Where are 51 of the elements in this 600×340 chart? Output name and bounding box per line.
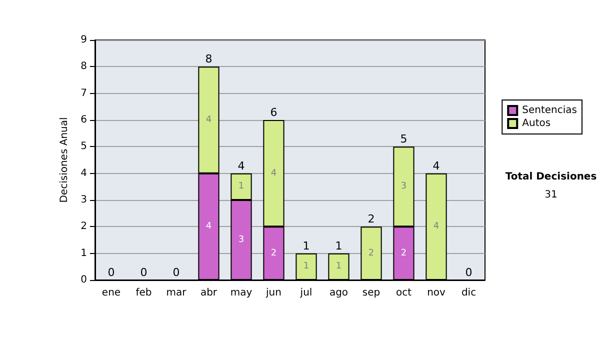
text: 31 xyxy=(544,190,558,200)
text: Total Decisiones xyxy=(505,172,597,182)
x-tick-label: may xyxy=(230,288,252,298)
total-label: 1 xyxy=(302,239,310,252)
data-label: 3 xyxy=(400,182,407,192)
y-tick-label: 5 xyxy=(80,141,87,152)
x-tick-label: sep xyxy=(362,288,380,298)
y-tick-label: 0 xyxy=(80,274,87,286)
data-label: 1 xyxy=(303,262,310,272)
y-tick-label: 4 xyxy=(80,168,87,179)
data-label: 1 xyxy=(238,182,244,192)
y-tick-label: 6 xyxy=(80,114,87,126)
x-tick-label: feb xyxy=(136,288,152,298)
total-label: 6 xyxy=(270,106,278,119)
data-label: 4 xyxy=(206,115,212,125)
x-tick-label: ene xyxy=(102,288,121,298)
total-label: 8 xyxy=(205,52,212,66)
x-tick-label: nov xyxy=(427,288,446,298)
x-tick-label: abr xyxy=(200,288,218,298)
legend-label: Autos xyxy=(522,118,551,129)
data-label: 4 xyxy=(433,222,440,232)
data-label: 4 xyxy=(270,168,277,178)
data-label: 3 xyxy=(238,235,244,245)
total-label: 1 xyxy=(335,239,342,252)
y-tick-label: 1 xyxy=(80,248,87,259)
total-label: 5 xyxy=(400,132,408,146)
y-tick-label: 9 xyxy=(80,34,87,46)
x-tick-label: mar xyxy=(166,288,188,298)
data-label: 4 xyxy=(206,222,212,232)
data-label: 2 xyxy=(368,248,374,258)
y-tick-label: 3 xyxy=(80,194,87,206)
x-tick-label: dic xyxy=(461,288,476,298)
y-tick-label: 8 xyxy=(80,61,87,72)
y-tick-label: 7 xyxy=(80,88,87,99)
total-label: 2 xyxy=(368,212,375,226)
x-tick-label: ago xyxy=(329,288,348,298)
total-label: 0 xyxy=(465,266,472,279)
x-tick-label: jun xyxy=(265,288,282,298)
total-label: 4 xyxy=(432,159,440,172)
legend-label: Sentencias xyxy=(522,105,578,116)
x-tick-label: oct xyxy=(396,288,412,298)
total-label: 4 xyxy=(238,159,245,172)
x-tick-label: jul xyxy=(299,288,312,298)
total-label: 0 xyxy=(172,266,180,279)
data-label: 1 xyxy=(336,262,342,272)
y-tick-label: 2 xyxy=(80,221,87,232)
y-axis-title: Decisiones Anual xyxy=(59,117,70,203)
data-label: 2 xyxy=(270,248,277,258)
total-label: 0 xyxy=(108,266,115,279)
total-label: 0 xyxy=(140,266,148,279)
data-label: 2 xyxy=(400,248,407,258)
